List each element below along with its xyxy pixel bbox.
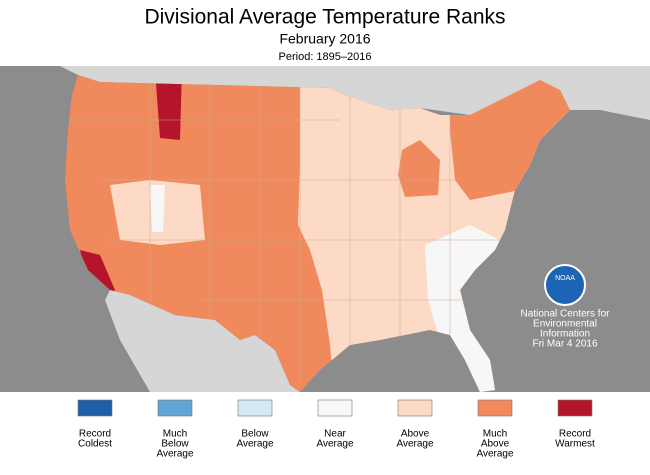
- noaa-logo: [544, 264, 586, 306]
- legend-label: Record: [79, 429, 111, 440]
- period: Period: 1895–2016: [279, 51, 372, 63]
- legend-label: Average: [316, 439, 354, 450]
- legend-label: Average: [156, 449, 194, 460]
- region-michigan: [398, 140, 440, 197]
- legend-label: Average: [476, 449, 514, 460]
- mexico: [105, 290, 300, 392]
- legend-label: Average: [236, 439, 274, 450]
- region-near-utah: [150, 185, 165, 232]
- region-northeast: [450, 80, 570, 200]
- credit-line: Environmental: [533, 319, 597, 330]
- legend-swatch: [237, 399, 273, 417]
- credit-line: National Centers for: [521, 309, 611, 320]
- legend-label: Above: [481, 439, 510, 450]
- credit-line: Fri Mar 4 2016: [532, 339, 597, 350]
- region-record-montana: [155, 75, 182, 140]
- noaa-logo-text: NOAA: [555, 275, 575, 282]
- legend-swatch: [397, 399, 433, 417]
- state-borders: [70, 80, 500, 380]
- title: Divisional Average Temperature Ranks: [144, 6, 505, 29]
- legend-swatch: [317, 399, 353, 417]
- legend-label: Record: [559, 429, 591, 440]
- legend-label: Much: [483, 429, 507, 440]
- legend-label: Warmest: [555, 439, 595, 450]
- legend-label: Coldest: [78, 439, 112, 450]
- map-area: NOAA: [0, 66, 650, 392]
- legend-swatch: [157, 399, 193, 417]
- legend-label: Near: [324, 429, 346, 440]
- legend-swatch: [77, 399, 113, 417]
- canada: [0, 66, 650, 120]
- legend-label: Average: [396, 439, 434, 450]
- legend-label: Much: [163, 429, 187, 440]
- credit-line: Information: [540, 329, 590, 340]
- legend-label: Below: [241, 429, 269, 440]
- legend-label: Below: [161, 439, 189, 450]
- subtitle: February 2016: [279, 31, 370, 47]
- legend-swatch: [557, 399, 593, 417]
- legend-swatch: [477, 399, 513, 417]
- legend-label: Above: [401, 429, 430, 440]
